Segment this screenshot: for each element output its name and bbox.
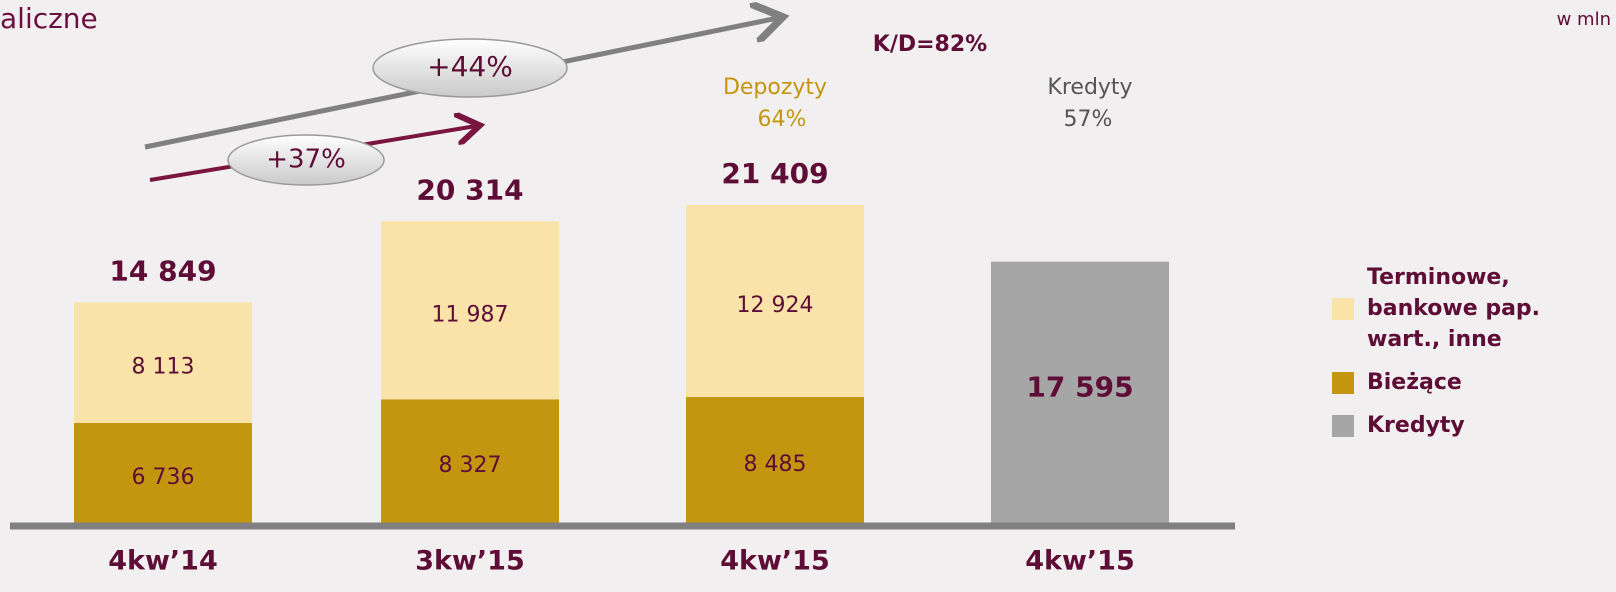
legend-label: Kredyty	[1367, 413, 1465, 438]
legend-item: Kredyty	[1332, 410, 1602, 441]
growth-label: +44%	[427, 50, 513, 83]
bar-segment	[74, 422, 252, 523]
total-label: 21 409	[721, 157, 828, 190]
legend-swatch	[1332, 297, 1354, 320]
bar-segment	[381, 399, 559, 523]
total-label: 14 849	[109, 254, 216, 287]
share-value: 64%	[758, 107, 807, 132]
bar-segment	[991, 261, 1169, 523]
bar-segment	[381, 221, 559, 400]
x-tick-label: 4kw’15	[1025, 546, 1135, 577]
legend-label: Bieżące	[1367, 370, 1462, 395]
unit-label: w mln	[1557, 9, 1611, 30]
chart-title: aliczne	[0, 2, 98, 35]
bar-segment	[686, 205, 864, 397]
value-label: 12 924	[737, 293, 814, 318]
share-value: 57%	[1064, 107, 1113, 132]
growth-label: +37%	[266, 145, 346, 175]
legend-label: Terminowe, bankowe pap. wart., inne	[1367, 265, 1541, 352]
value-label: 8 485	[744, 452, 807, 477]
bar-segment	[74, 302, 252, 423]
growth-bubble	[372, 38, 568, 98]
bar-segment	[686, 396, 864, 523]
legend-item: Terminowe, bankowe pap. wart., inne	[1332, 262, 1602, 355]
legend-item: Bieżące	[1332, 367, 1602, 398]
value-label: 8 327	[439, 453, 502, 478]
legend-swatch	[1332, 414, 1354, 437]
x-tick-label: 4kw’15	[720, 546, 830, 577]
ratio-label: K/D=82%	[873, 32, 987, 57]
value-label: 8 113	[132, 355, 195, 380]
x-tick-label: 4kw’14	[108, 546, 218, 577]
value-label: 17 595	[1026, 370, 1133, 403]
value-label: 11 987	[432, 302, 509, 327]
total-label: 20 314	[416, 173, 523, 206]
value-label: 6 736	[132, 465, 195, 490]
x-tick-label: 3kw’15	[415, 546, 525, 577]
legend: Terminowe, bankowe pap. wart., inne Bieżą…	[1332, 262, 1602, 453]
share-label: Kredyty	[1047, 75, 1132, 100]
legend-swatch	[1332, 371, 1354, 394]
growth-bubble	[227, 134, 385, 186]
share-label: Depozyty	[723, 75, 827, 100]
